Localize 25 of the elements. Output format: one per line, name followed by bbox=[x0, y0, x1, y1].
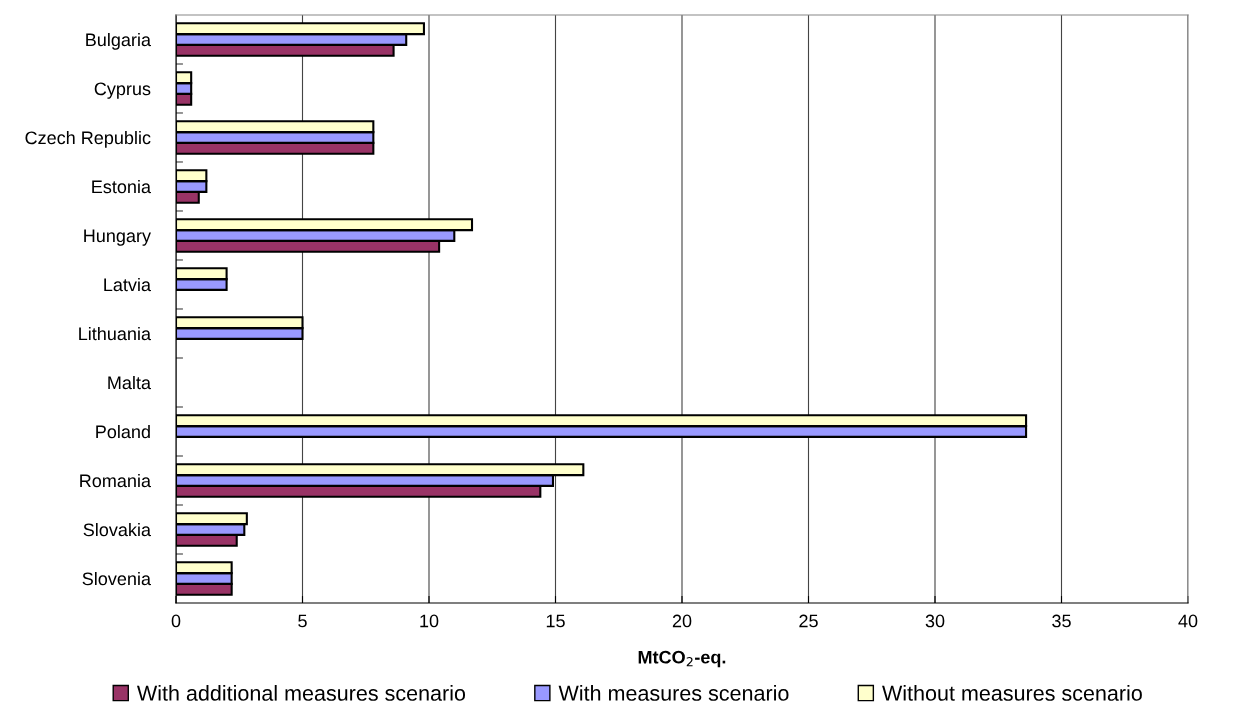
x-tick-label: 10 bbox=[420, 614, 439, 628]
x-tick-label: 25 bbox=[799, 614, 818, 628]
legend-label: With measures scenario bbox=[558, 685, 789, 701]
x-tick-label: 0 bbox=[171, 614, 181, 628]
y-tick-label: Hungary bbox=[84, 229, 151, 246]
x-tick-label: 35 bbox=[1052, 614, 1071, 628]
y-tick-label: Czech Republic bbox=[25, 130, 151, 148]
y-tick-label: Lithuania bbox=[79, 326, 151, 341]
x-tick-label: 30 bbox=[925, 614, 945, 628]
y-tick-label: Slovakia bbox=[83, 522, 151, 537]
y-tick-label: Estonia bbox=[92, 179, 151, 194]
y-tick-label: Slovenia bbox=[82, 571, 151, 586]
x-axis-title: MtCO$_{2}$-eq. bbox=[638, 650, 726, 668]
y-tick-label: Latvia bbox=[104, 277, 151, 292]
y-tick-label: Poland bbox=[96, 424, 150, 439]
x-tick-label: 20 bbox=[672, 614, 692, 628]
x-tick-label: 15 bbox=[546, 614, 565, 628]
y-tick-label: Bulgaria bbox=[86, 32, 151, 50]
y-tick-label: Romania bbox=[80, 473, 151, 488]
legend-label: Without measures scenario bbox=[882, 685, 1142, 701]
y-tick-label: Cyprus bbox=[94, 82, 151, 99]
legend-label: With additional measures scenario bbox=[136, 685, 466, 701]
x-tick-label: 40 bbox=[1178, 614, 1198, 628]
x-tick-label: 5 bbox=[298, 614, 307, 628]
y-tick-label: Malta bbox=[108, 375, 151, 390]
